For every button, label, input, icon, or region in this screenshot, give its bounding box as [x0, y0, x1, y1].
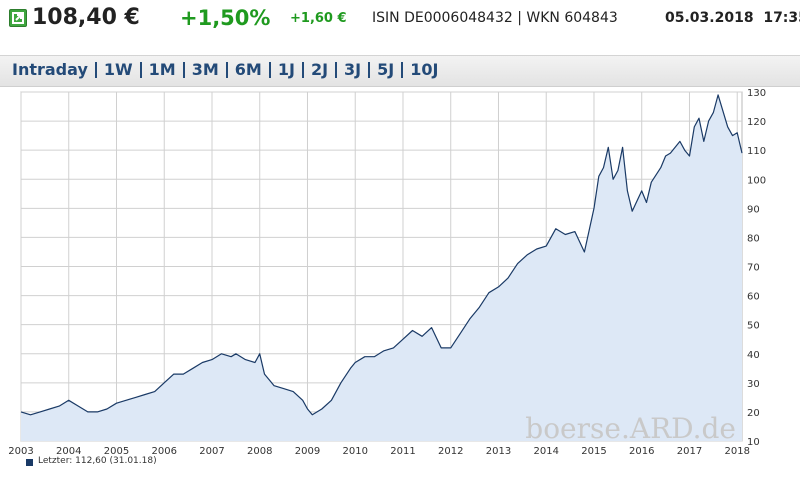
- tab-3m[interactable]: 3M: [191, 60, 219, 79]
- x-tick-label: 2017: [677, 446, 702, 457]
- tab-1m[interactable]: 1M: [148, 60, 176, 79]
- x-tick-label: 2003: [8, 446, 33, 457]
- tab-1w[interactable]: 1W: [103, 60, 133, 79]
- change-percent: +1,50%: [180, 6, 271, 30]
- timestamp: 05.03.2018 17:35: [665, 10, 800, 26]
- tab-separator: [268, 61, 271, 78]
- price-chart: boerse.ARD.de 2003 2004 2005 2006 2007 2008 20…: [8, 88, 766, 457]
- x-tick-label: 2018: [724, 446, 749, 457]
- x-tick-label: 2008: [247, 446, 272, 457]
- x-tick-label: 2005: [104, 446, 129, 457]
- y-tick-label: 130: [747, 88, 766, 99]
- quote-date: 05.03.2018: [665, 10, 754, 26]
- tab-separator: [94, 61, 97, 78]
- price-area: [21, 94, 742, 442]
- isin-wkn: ISIN DE0006048432 | WKN 604843: [372, 10, 618, 26]
- x-axis-ticks: 2003 2004 2005 2006 2007 2008 2009 2010 2011 2012…: [8, 446, 750, 457]
- quote-time: 17:35: [763, 10, 800, 26]
- tab-3j[interactable]: 3J: [344, 60, 362, 79]
- y-tick-label: 70: [747, 263, 760, 274]
- y-tick-label: 110: [747, 146, 766, 157]
- y-tick-label: 60: [747, 292, 760, 303]
- y-tick-label: 80: [747, 233, 760, 244]
- x-tick-label: 2007: [199, 446, 224, 457]
- timeframe-tabbar: Intraday 1W 1M 3M 6M 1J 2J 3J 5J 10J: [0, 55, 800, 87]
- quote-header: 108,40 € +1,50% +1,60 € ISIN DE000604843…: [0, 0, 800, 40]
- x-tick-label: 2016: [629, 446, 654, 457]
- x-tick-label: 2006: [152, 446, 177, 457]
- y-axis-ticks: 10 20 30 40 50 60 70 80 90 100 110 120 130: [747, 88, 766, 448]
- timeframe-tabs: Intraday 1W 1M 3M 6M 1J 2J 3J 5J 10J: [12, 60, 445, 79]
- tab-intraday[interactable]: Intraday: [12, 60, 88, 79]
- x-tick-label: 2009: [295, 446, 320, 457]
- tab-separator: [335, 61, 338, 78]
- current-price: 108,40 €: [32, 5, 140, 30]
- x-tick-label: 2011: [390, 446, 415, 457]
- y-tick-label: 30: [747, 379, 760, 390]
- x-tick-label: 2010: [343, 446, 368, 457]
- tab-2j[interactable]: 2J: [310, 60, 329, 79]
- tab-10j[interactable]: 10J: [410, 60, 439, 79]
- legend-swatch: [26, 459, 33, 466]
- tab-separator: [225, 61, 228, 78]
- tab-separator: [301, 61, 304, 78]
- x-tick-label: 2015: [581, 446, 606, 457]
- tab-5j[interactable]: 5J: [377, 60, 395, 79]
- arrow-up-icon: [9, 9, 27, 27]
- tab-separator: [368, 61, 371, 78]
- price-line: [20, 94, 743, 416]
- tab-separator: [401, 61, 404, 78]
- tab-6m[interactable]: 6M: [234, 60, 262, 79]
- x-tick-label: 2014: [534, 446, 559, 457]
- y-tick-label: 90: [747, 204, 760, 215]
- y-tick-label: 10: [747, 437, 760, 448]
- y-tick-label: 40: [747, 350, 760, 361]
- y-tick-label: 100: [747, 175, 766, 186]
- y-tick-label: 20: [747, 408, 760, 419]
- y-tick-label: 50: [747, 321, 760, 332]
- tab-1j[interactable]: 1J: [277, 60, 295, 79]
- change-absolute: +1,60 €: [290, 11, 347, 26]
- tab-separator: [182, 61, 185, 78]
- watermark-logo: boerse.ARD.de: [525, 412, 736, 445]
- legend-last-price: Letzter: 112,60 (31.01.18): [38, 456, 157, 466]
- x-tick-label: 2013: [486, 446, 511, 457]
- y-tick-label: 120: [747, 117, 766, 128]
- x-tick-label: 2012: [438, 446, 463, 457]
- tab-separator: [139, 61, 142, 78]
- x-tick-label: 2004: [56, 446, 81, 457]
